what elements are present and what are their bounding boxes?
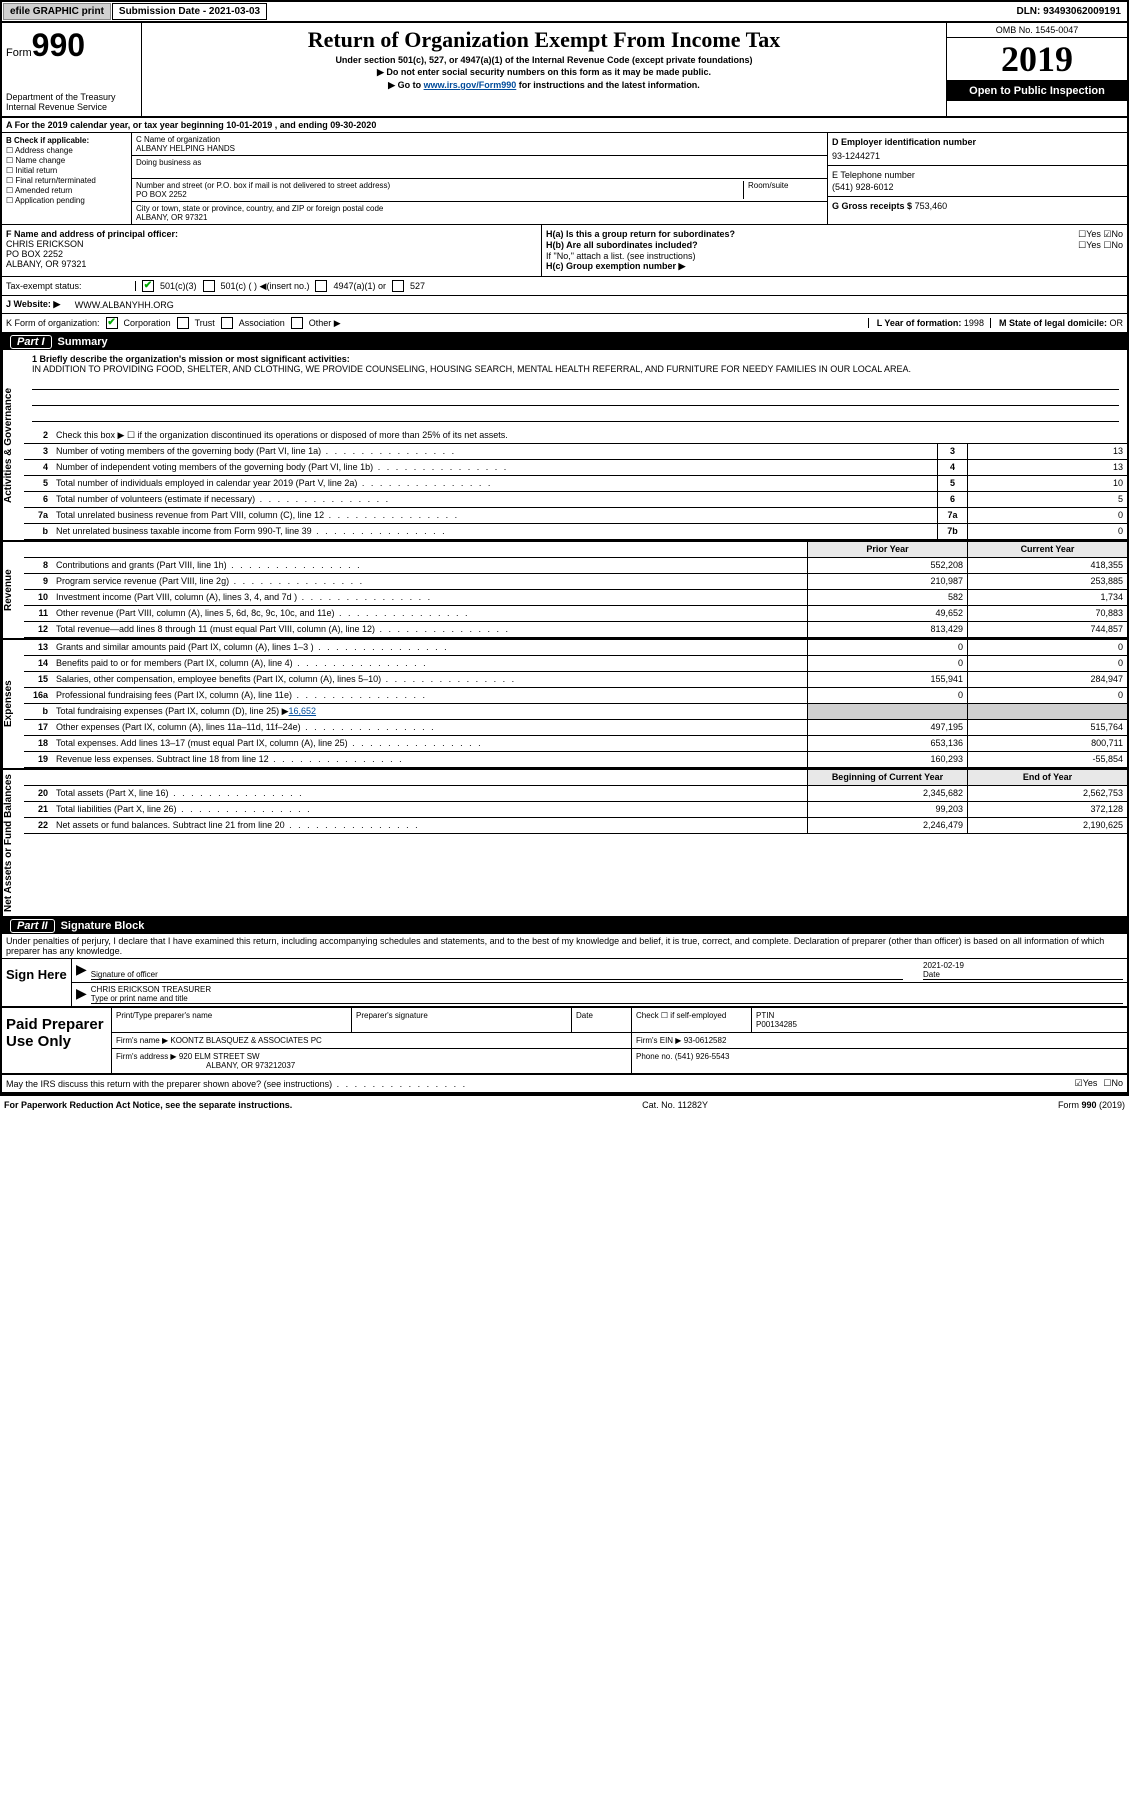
top-toolbar: efile GRAPHIC print Submission Date - 20… — [2, 2, 1127, 23]
form-footer: Form 990 (2019) — [1058, 1100, 1125, 1110]
period-row: A For the 2019 calendar year, or tax yea… — [2, 118, 1127, 133]
subtitle-3: ▶ Go to www.irs.gov/Form990 for instruct… — [146, 80, 942, 91]
subtitle-1: Under section 501(c), 527, or 4947(a)(1)… — [146, 55, 942, 65]
org-form-row: K Form of organization: ✔Corporation Tru… — [2, 314, 1127, 334]
box-b: B Check if applicable: ☐ Address change … — [2, 133, 132, 224]
efile-button[interactable]: efile GRAPHIC print — [3, 3, 111, 20]
box-g-receipts: G Gross receipts $ 753,460 — [828, 197, 1127, 215]
sign-here-label: Sign Here — [2, 959, 72, 1006]
website-row: J Website: ▶ WWW.ALBANYHH.ORG — [2, 296, 1127, 314]
subtitle-2: ▶ Do not enter social security numbers o… — [146, 67, 942, 78]
pra-notice: For Paperwork Reduction Act Notice, see … — [4, 1100, 292, 1110]
form-number: Form990 — [6, 27, 137, 64]
paid-preparer-label: Paid Preparer Use Only — [2, 1008, 112, 1073]
cat-no: Cat. No. 11282Y — [642, 1100, 708, 1110]
instructions-link[interactable]: www.irs.gov/Form990 — [424, 80, 517, 90]
submission-date: Submission Date - 2021-03-03 — [112, 3, 267, 20]
discuss-row: May the IRS discuss this return with the… — [2, 1075, 1127, 1094]
tax-status-row: Tax-exempt status: ✔501(c)(3) 501(c) ( )… — [2, 277, 1127, 296]
box-c: C Name of organization ALBANY HELPING HA… — [132, 133, 827, 224]
part2-header: Part IISignature Block — [2, 918, 1127, 934]
activities-label: Activities & Governance — [2, 350, 24, 540]
form-title: Return of Organization Exempt From Incom… — [146, 27, 942, 53]
open-to-public: Open to Public Inspection — [947, 81, 1127, 101]
box-e-phone: E Telephone number (541) 928-6012 — [828, 166, 1127, 197]
box-h: H(a) Is this a group return for subordin… — [542, 225, 1127, 276]
dln-label: DLN: 93493062009191 — [1010, 4, 1127, 19]
irs-label: Internal Revenue Service — [6, 102, 137, 112]
expenses-label: Expenses — [2, 640, 24, 768]
box-d-ein: D Employer identification number 93-1244… — [828, 133, 1127, 166]
revenue-label: Revenue — [2, 542, 24, 638]
netassets-label: Net Assets or Fund Balances — [2, 770, 24, 916]
tax-year: 2019 — [947, 38, 1127, 81]
dept-label: Department of the Treasury — [6, 92, 137, 102]
mission-block: 1 Briefly describe the organization's mi… — [24, 350, 1127, 428]
part1-header: Part ISummary — [2, 334, 1127, 350]
perjury-text: Under penalties of perjury, I declare th… — [2, 934, 1127, 959]
omb-number: OMB No. 1545-0047 — [947, 23, 1127, 38]
box-f: F Name and address of principal officer:… — [2, 225, 542, 276]
